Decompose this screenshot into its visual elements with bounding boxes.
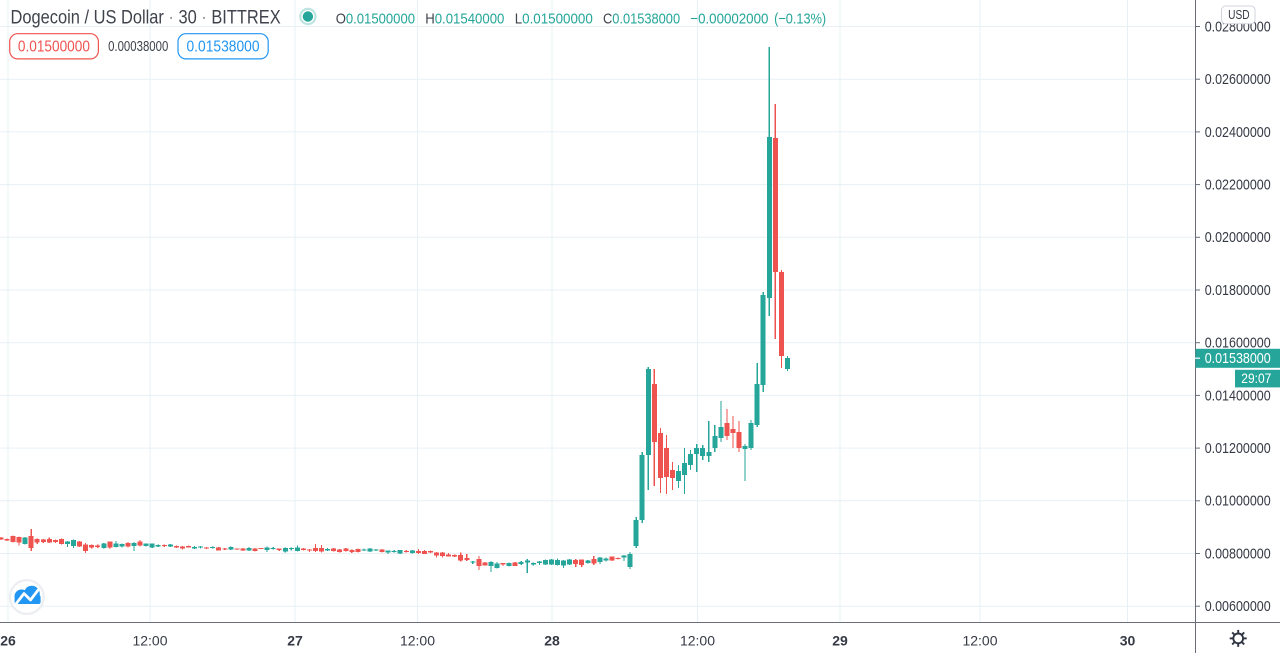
svg-text:0.01538000: 0.01538000 [1205, 350, 1271, 367]
svg-text:(−0.13%): (−0.13%) [774, 10, 826, 27]
svg-text:USD: USD [1228, 7, 1250, 22]
svg-text:28: 28 [544, 633, 560, 649]
svg-text:0.01800000: 0.01800000 [1205, 282, 1271, 299]
svg-text:0.02400000: 0.02400000 [1205, 124, 1271, 141]
svg-text:0.00600000: 0.00600000 [1205, 598, 1271, 615]
svg-text:O0.01500000: O0.01500000 [336, 10, 415, 27]
svg-text:0.01000000: 0.01000000 [1205, 493, 1271, 510]
svg-text:12:00: 12:00 [962, 633, 997, 649]
svg-text:C0.01538000: C0.01538000 [603, 10, 680, 27]
svg-text:30: 30 [1120, 633, 1136, 649]
svg-text:29: 29 [832, 633, 848, 649]
svg-text:0.02600000: 0.02600000 [1205, 71, 1271, 88]
svg-text:H0.01540000: H0.01540000 [425, 10, 504, 27]
svg-text:27: 27 [287, 633, 303, 649]
svg-text:0.00800000: 0.00800000 [1205, 545, 1271, 562]
svg-text:L0.01500000: L0.01500000 [515, 10, 593, 27]
svg-text:0.00038000: 0.00038000 [108, 39, 168, 55]
svg-text:0.01400000: 0.01400000 [1205, 387, 1271, 404]
svg-text:−0.00002000: −0.00002000 [690, 10, 768, 27]
svg-text:0.02200000: 0.02200000 [1205, 177, 1271, 194]
svg-text:12:00: 12:00 [132, 633, 167, 649]
svg-text:0.01538000: 0.01538000 [187, 38, 260, 55]
svg-text:0.02000000: 0.02000000 [1205, 229, 1271, 246]
svg-text:29:07: 29:07 [1241, 370, 1271, 386]
svg-text:Dogecoin / US Dollar · 30 · BI: Dogecoin / US Dollar · 30 · BITTREX [11, 7, 281, 28]
svg-text:12:00: 12:00 [400, 633, 435, 649]
svg-text:0.01500000: 0.01500000 [18, 38, 90, 55]
svg-text:26: 26 [0, 633, 16, 649]
svg-text:12:00: 12:00 [680, 633, 715, 649]
svg-text:0.01200000: 0.01200000 [1205, 440, 1271, 457]
